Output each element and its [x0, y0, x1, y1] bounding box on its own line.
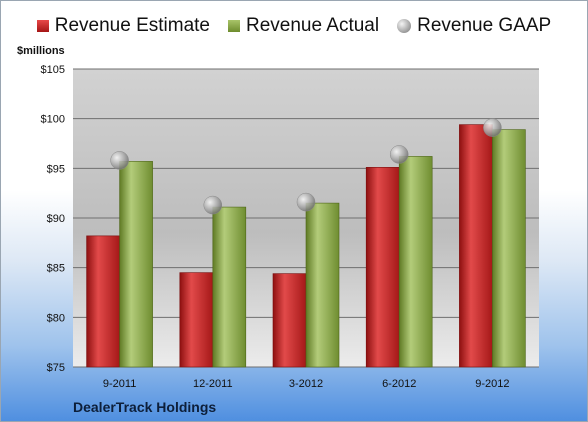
- marker-gaap: [203, 195, 223, 215]
- bar-estimate: [86, 235, 120, 368]
- bar-estimate: [179, 272, 214, 368]
- bar-actual: [305, 202, 340, 368]
- estimate-swatch: [36, 20, 49, 32]
- marker-gaap: [296, 192, 316, 212]
- legend-item-actual: Revenue Actual: [228, 15, 379, 37]
- legend: Revenue Estimate Revenue Actual Revenue …: [1, 15, 587, 37]
- y-tick-label: $105: [41, 64, 65, 76]
- x-tick-label: 9-2012: [475, 378, 509, 390]
- bar-actual: [212, 206, 247, 368]
- bar-actual: [492, 129, 526, 368]
- gaap-swatch: [397, 19, 412, 33]
- x-tick-label: 9-2011: [103, 378, 136, 390]
- y-tick-label: $75: [47, 362, 65, 374]
- y-tick-label: $90: [47, 213, 65, 225]
- bar-actual: [398, 156, 433, 368]
- company-name: DealerTrack Holdings: [73, 399, 217, 415]
- bars-group: [86, 124, 526, 368]
- legend-label-estimate: Revenue Estimate: [54, 15, 210, 36]
- legend-item-estimate: Revenue Estimate: [36, 15, 210, 37]
- actual-swatch: [228, 20, 240, 32]
- y-axis-unit-label: $millions: [17, 45, 65, 57]
- bar-actual: [119, 161, 153, 368]
- legend-item-gaap: Revenue GAAP: [397, 15, 551, 37]
- y-tick-label: $85: [47, 263, 65, 275]
- legend-label-actual: Revenue Actual: [246, 15, 380, 36]
- x-tick-label: 6-2012: [382, 378, 416, 390]
- bar-estimate: [459, 124, 493, 368]
- y-axis-tick-labels: $75 $80 $85 $90 $95 $100 $105: [41, 64, 65, 374]
- y-tick-label: $80: [47, 312, 65, 324]
- x-tick-label: 3-2012: [289, 378, 323, 390]
- y-tick-label: $100: [41, 114, 65, 126]
- x-axis-tick-labels: 9-2011 12-2011 3-2012 6-2012 9-2012: [103, 378, 510, 390]
- gaap-markers-group: [110, 118, 502, 215]
- bar-estimate: [365, 167, 400, 368]
- marker-gaap: [389, 145, 409, 164]
- x-tick-label: 12-2011: [193, 378, 233, 390]
- marker-gaap: [110, 151, 129, 170]
- y-tick-label: $95: [47, 163, 65, 175]
- marker-gaap: [483, 118, 502, 137]
- bar-estimate: [272, 273, 307, 368]
- legend-label-gaap: Revenue GAAP: [417, 15, 552, 36]
